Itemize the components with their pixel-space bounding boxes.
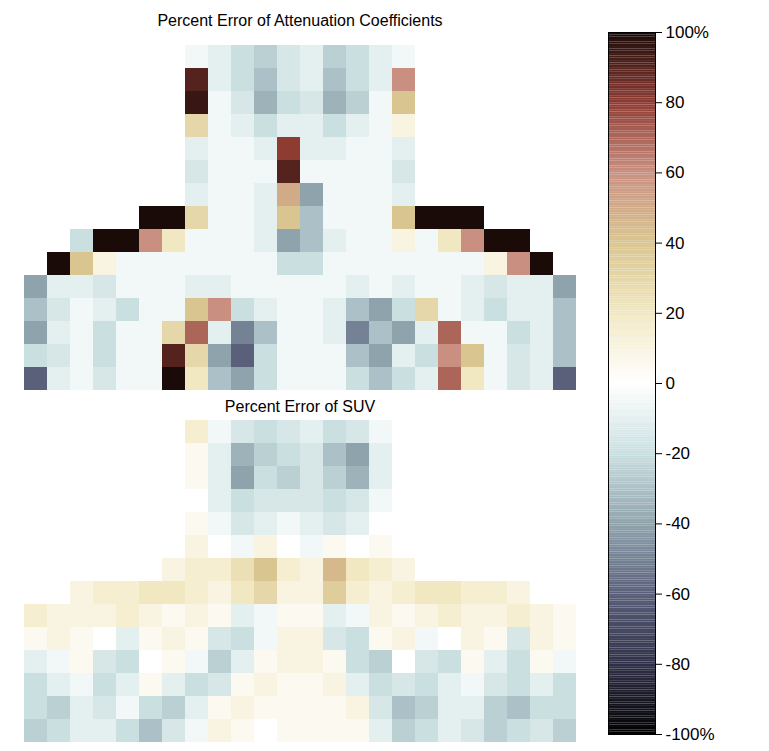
svg-text:0: 0 <box>666 374 675 393</box>
svg-text:-20: -20 <box>666 444 691 463</box>
svg-text:100%: 100% <box>666 23 709 42</box>
svg-text:80: 80 <box>666 93 685 112</box>
html-text:Percent Error of SUV: Percent Error of SUV <box>224 398 376 415</box>
svg-text:-40: -40 <box>666 514 691 533</box>
svg-text:-60: -60 <box>666 585 691 604</box>
svg-text:20: 20 <box>666 304 685 323</box>
svg-text:-80: -80 <box>666 655 691 674</box>
svg-text:40: 40 <box>666 234 685 253</box>
svg-text:60: 60 <box>666 163 685 182</box>
html-text:Percent Error of Attenuation C: Percent Error of Attenuation Coefficient… <box>157 12 443 29</box>
svg-text:-100%: -100% <box>666 725 715 744</box>
